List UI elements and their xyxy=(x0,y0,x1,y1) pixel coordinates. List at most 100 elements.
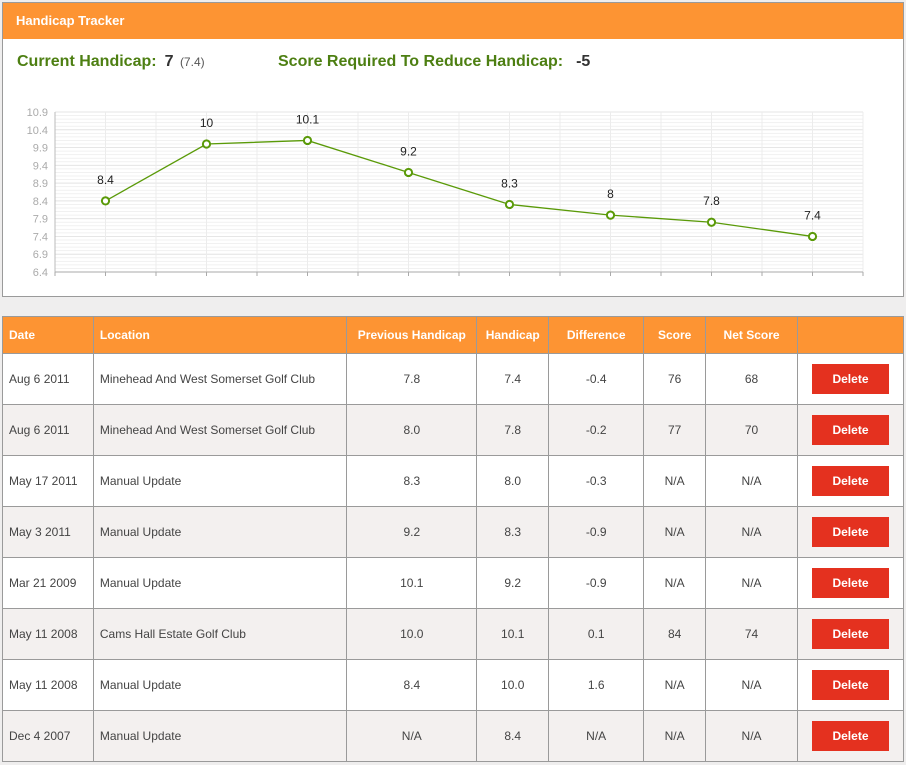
cell-actions: Delete xyxy=(796,353,905,405)
cell-handicap: 8.4 xyxy=(476,710,550,762)
table-row: Aug 6 2011 Minehead And West Somerset Gol… xyxy=(2,353,905,405)
data-point-marker[interactable] xyxy=(201,139,212,149)
delete-button[interactable]: Delete xyxy=(811,670,889,700)
y-axis-tick-label: 7.9 xyxy=(33,214,48,226)
delete-button[interactable]: Delete xyxy=(811,619,889,649)
table-row: Dec 4 2007 Manual Update N/A 8.4 N/A N/A N/A De… xyxy=(2,710,905,762)
cell-net-score: N/A xyxy=(705,557,798,609)
delete-button[interactable]: Delete xyxy=(811,466,889,496)
handicap-chart: 10.9 10.4 9.9 9.4 8.9 8.4 7.9 7.4 6.9 6.4 8.4 10 10.… xyxy=(3,99,903,289)
column-header-location[interactable]: Location xyxy=(92,316,348,354)
cell-previous-handicap: 10.0 xyxy=(346,608,478,660)
delete-button[interactable]: Delete xyxy=(811,517,889,547)
data-point-marker[interactable] xyxy=(706,217,717,227)
data-point-marker[interactable] xyxy=(807,231,818,242)
y-axis-tick-label: 9.9 xyxy=(33,143,48,155)
cell-difference: -0.9 xyxy=(548,557,645,609)
current-handicap-value: 7 xyxy=(164,53,174,70)
cell-handicap: 7.8 xyxy=(476,404,550,456)
cell-difference: N/A xyxy=(548,710,645,762)
cell-date: Aug 6 2011 xyxy=(2,353,94,405)
y-axis-tick-label: 8.4 xyxy=(33,196,48,208)
delete-button[interactable]: Delete xyxy=(811,721,889,751)
data-point-marker[interactable] xyxy=(403,167,414,178)
data-point-label: 10.1 xyxy=(296,112,320,126)
cell-date: May 17 2011 xyxy=(2,455,94,507)
column-header-handicap[interactable]: Handicap xyxy=(476,316,550,354)
data-point-label: 8.3 xyxy=(501,176,518,190)
cell-location: Manual Update xyxy=(92,710,348,762)
cell-net-score: N/A xyxy=(705,659,798,711)
cell-net-score: 68 xyxy=(705,353,798,405)
current-handicap-exact: (7.4) xyxy=(179,55,205,69)
column-header-previous-handicap[interactable]: Previous Handicap xyxy=(346,316,478,354)
column-header-score[interactable]: Score xyxy=(643,316,707,354)
cell-handicap: 9.2 xyxy=(476,557,550,609)
cell-previous-handicap: N/A xyxy=(346,710,478,762)
cell-previous-handicap: 8.3 xyxy=(346,455,478,507)
cell-difference: -0.2 xyxy=(548,404,645,456)
cell-location: Cams Hall Estate Golf Club xyxy=(92,608,348,660)
cell-actions: Delete xyxy=(796,659,905,711)
data-point-marker[interactable] xyxy=(302,135,313,146)
column-header-date[interactable]: Date xyxy=(2,316,94,354)
cell-handicap: 10.0 xyxy=(476,659,550,711)
cell-previous-handicap: 7.8 xyxy=(346,353,478,405)
table-header-row: Date Location Previous Handicap Handicap… xyxy=(2,316,905,354)
cell-actions: Delete xyxy=(796,506,905,558)
table-row: Aug 6 2011 Minehead And West Somerset Gol… xyxy=(2,404,905,456)
current-handicap: Current Handicap: 7 (7.4) xyxy=(17,53,205,71)
cell-score: N/A xyxy=(643,455,707,507)
cell-location: Manual Update xyxy=(92,455,348,507)
cell-location: Manual Update xyxy=(92,506,348,558)
cell-location: Manual Update xyxy=(92,557,348,609)
data-point-label: 8 xyxy=(607,187,614,201)
score-required: Score Required To Reduce Handicap: -5 xyxy=(278,53,590,71)
cell-location: Minehead And West Somerset Golf Club xyxy=(92,353,348,405)
data-point-label: 10 xyxy=(200,116,214,130)
cell-location: Minehead And West Somerset Golf Club xyxy=(92,404,348,456)
data-point-marker[interactable] xyxy=(605,210,616,220)
cell-difference: 0.1 xyxy=(548,608,645,660)
score-required-label: Score Required To Reduce Handicap: xyxy=(278,53,564,70)
cell-date: May 11 2008 xyxy=(2,659,94,711)
cell-difference: -0.9 xyxy=(548,506,645,558)
data-point-marker[interactable] xyxy=(504,199,515,210)
cell-handicap: 8.3 xyxy=(476,506,550,558)
cell-date: May 11 2008 xyxy=(2,608,94,660)
table-row: May 11 2008 Cams Hall Estate Golf Club 10.… xyxy=(2,608,905,660)
delete-button[interactable]: Delete xyxy=(811,415,889,445)
cell-actions: Delete xyxy=(796,557,905,609)
cell-score: N/A xyxy=(643,710,707,762)
cell-difference: -0.4 xyxy=(548,353,645,405)
cell-score: N/A xyxy=(643,659,707,711)
y-axis-tick-label: 9.4 xyxy=(33,160,48,172)
delete-button[interactable]: Delete xyxy=(811,568,889,598)
cell-date: Aug 6 2011 xyxy=(2,404,94,456)
cell-score: N/A xyxy=(643,506,707,558)
cell-actions: Delete xyxy=(796,608,905,660)
cell-net-score: N/A xyxy=(705,455,798,507)
column-header-net-score[interactable]: Net Score xyxy=(705,316,798,354)
data-point-label: 8.4 xyxy=(97,173,114,187)
cell-net-score: N/A xyxy=(705,506,798,558)
cell-date: Mar 21 2009 xyxy=(2,557,94,609)
cell-score: 76 xyxy=(643,353,707,405)
y-axis-tick-label: 7.4 xyxy=(33,231,48,243)
delete-button[interactable]: Delete xyxy=(811,364,889,394)
handicap-line xyxy=(105,139,813,238)
y-axis-tick-label: 6.4 xyxy=(33,267,48,279)
handicap-line-chart: 10.9 10.4 9.9 9.4 8.9 8.4 7.9 7.4 6.9 6.4 8.4 10 10.… xyxy=(27,107,864,279)
handicap-tracker-panel: Handicap Tracker Current Handicap: 7 (7.4… xyxy=(2,2,904,297)
cell-previous-handicap: 8.4 xyxy=(346,659,478,711)
cell-previous-handicap: 10.1 xyxy=(346,557,478,609)
cell-actions: Delete xyxy=(796,455,905,507)
column-header-difference[interactable]: Difference xyxy=(548,316,645,354)
cell-date: Dec 4 2007 xyxy=(2,710,94,762)
table-row: May 3 2011 Manual Update 9.2 8.3 -0.9 N/A N/A D… xyxy=(2,506,905,558)
cell-actions: Delete xyxy=(796,404,905,456)
data-point-marker[interactable] xyxy=(100,196,111,206)
y-axis-tick-label: 6.9 xyxy=(33,249,48,261)
cell-net-score: 74 xyxy=(705,608,798,660)
handicap-history-table: Date Location Previous Handicap Handicap… xyxy=(2,316,905,762)
